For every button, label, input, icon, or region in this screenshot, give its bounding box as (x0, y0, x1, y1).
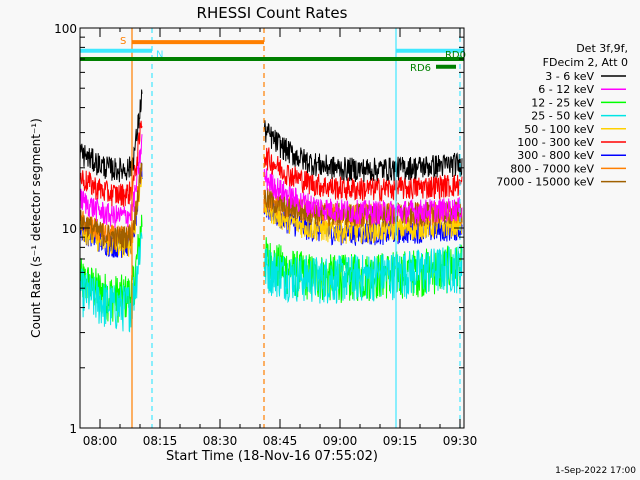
x-tick-label: 08:30 (203, 434, 238, 448)
x-tick-label: 09:00 (323, 434, 358, 448)
state-label-rd0: RD0 (445, 50, 466, 61)
footer-timestamp: 1-Sep-2022 17:00 (555, 466, 636, 476)
x-axis-label: Start Time (18-Nov-16 07:55:02) (166, 449, 378, 464)
state-label-n: N (156, 50, 163, 61)
legend-label-2: 12 - 25 keV (531, 96, 594, 109)
state-label-rd6: RD6 (410, 63, 431, 74)
legend-label-4: 50 - 100 keV (524, 123, 594, 136)
x-tick-label: 08:15 (143, 434, 178, 448)
chart-title: RHESSI Count Rates (197, 4, 348, 22)
y-axis-label: Count Rate (s⁻¹ detector segment⁻¹) (29, 118, 43, 338)
legend-header-det: Det 3f,9f, (576, 42, 628, 55)
x-tick-label: 08:00 (83, 434, 118, 448)
x-tick-label: 08:45 (263, 434, 298, 448)
y-tick-label: 10 (62, 222, 77, 236)
legend-label-6: 300 - 800 keV (517, 149, 594, 162)
y-tick-label: 100 (54, 22, 77, 36)
state-label-s: S (120, 36, 126, 47)
y-tick-label: 1 (69, 422, 77, 436)
x-tick-label: 09:15 (383, 434, 418, 448)
legend-label-5: 100 - 300 keV (517, 136, 594, 149)
legend-label-8: 7000 - 15000 keV (496, 176, 594, 189)
x-tick-label: 09:30 (443, 434, 478, 448)
series-group (80, 89, 463, 333)
legend-label-0: 3 - 6 keV (545, 70, 594, 83)
legend-label-3: 25 - 50 keV (531, 110, 594, 123)
legend-label-1: 6 - 12 keV (538, 83, 594, 96)
legend-header-fdecim: FDecim 2, Att 0 (543, 56, 628, 69)
legend-label-7: 800 - 7000 keV (510, 162, 594, 175)
